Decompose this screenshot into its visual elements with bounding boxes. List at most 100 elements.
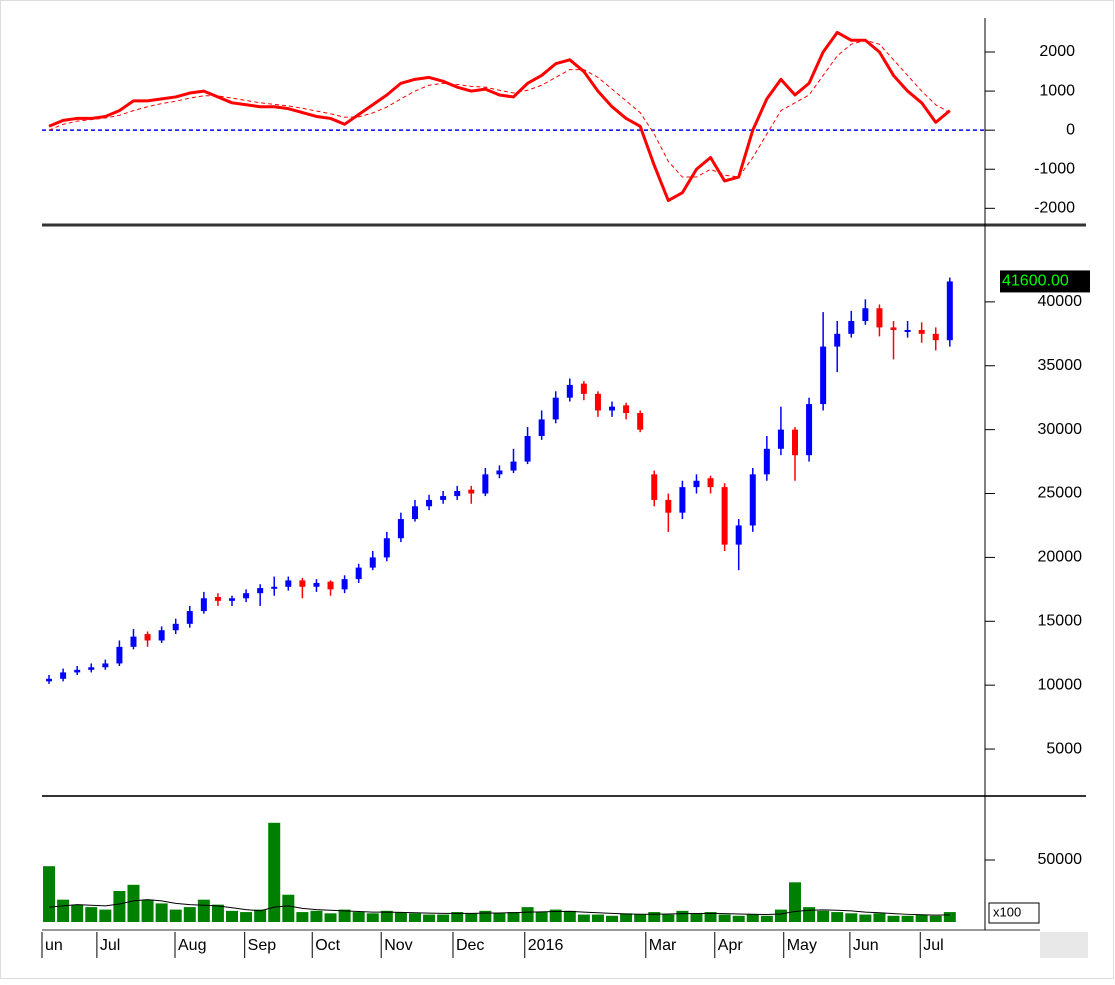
- volume-bar: [817, 910, 830, 922]
- candle-body: [890, 327, 897, 330]
- volume-bar: [113, 891, 126, 922]
- candle-body: [214, 597, 221, 601]
- candle-body: [257, 588, 264, 594]
- volume-bar: [648, 912, 661, 922]
- candle-body: [735, 525, 742, 545]
- volume-bar: [943, 912, 956, 922]
- y-tick-label: 50000: [1038, 851, 1083, 868]
- volume-bar: [324, 913, 337, 922]
- oscillator-line: [48, 30, 951, 203]
- candle-body: [510, 461, 517, 471]
- volume-bar: [380, 910, 393, 922]
- y-tick-label: 25000: [1038, 485, 1083, 502]
- candle-body: [848, 321, 855, 334]
- candle-body: [749, 474, 756, 526]
- x-tick-label: 2016: [528, 937, 564, 954]
- volume-bar: [479, 910, 492, 922]
- candle-body: [946, 281, 953, 341]
- y-tick-label: 30000: [1038, 421, 1083, 438]
- volume-bar: [831, 912, 844, 922]
- candle-body: [440, 496, 447, 500]
- volume-bar: [591, 914, 604, 922]
- volume-bar: [408, 913, 421, 922]
- candle-body: [777, 429, 784, 449]
- volume-bar: [211, 904, 224, 922]
- volume-bar: [366, 913, 379, 922]
- candle-body: [383, 538, 390, 558]
- candle-body: [172, 623, 179, 631]
- volume-bar: [99, 909, 112, 922]
- candle-body: [693, 480, 700, 488]
- volume-bar: [549, 909, 562, 922]
- candle-body: [158, 630, 165, 641]
- last-price-box: [1000, 270, 1090, 293]
- volume-bar: [352, 912, 365, 922]
- candle-body: [524, 436, 531, 462]
- volume-bar: [732, 915, 745, 922]
- volume-bar: [676, 910, 689, 922]
- volume-bar: [845, 913, 858, 922]
- candle-body: [271, 586, 278, 589]
- candle-body: [88, 667, 95, 670]
- y-tick-label: -1000: [1034, 160, 1075, 177]
- volume-bar: [521, 907, 534, 922]
- volume-average: [48, 899, 950, 916]
- candle-body: [355, 567, 362, 580]
- volume-bar: [197, 899, 210, 922]
- x-tick-label: Mar: [649, 937, 677, 954]
- candle-body: [918, 329, 925, 334]
- y-tick-label: 10000: [1038, 676, 1083, 693]
- volume-bar: [760, 915, 773, 922]
- volume-bar: [437, 914, 450, 922]
- unit-box: [988, 902, 1040, 924]
- candle-body: [313, 582, 320, 587]
- candle-body: [538, 419, 545, 437]
- candle-body: [904, 329, 911, 332]
- candle-body: [74, 669, 81, 673]
- candle-body: [806, 404, 813, 456]
- x-tick-label: Sep: [248, 937, 277, 954]
- y-tick-label: -2000: [1034, 200, 1075, 217]
- candle-body: [116, 646, 123, 664]
- volume-bar: [929, 915, 942, 922]
- x-tick-label: Nov: [384, 937, 412, 954]
- volume-bar: [606, 915, 619, 922]
- volume-bar: [803, 907, 816, 922]
- candle-body: [130, 636, 137, 647]
- candle-body: [144, 634, 151, 641]
- volume-bar: [155, 903, 168, 922]
- volume-bar: [465, 913, 478, 922]
- candle-body: [327, 581, 334, 590]
- volume-bar: [704, 912, 717, 922]
- volume-bar: [296, 912, 309, 922]
- y-tick-label: 15000: [1038, 613, 1083, 630]
- x-tick-label: Jul: [100, 937, 120, 954]
- candle-body: [482, 474, 489, 494]
- candle-body: [932, 333, 939, 341]
- x-tick-label: Dec: [456, 937, 484, 954]
- candle-body: [229, 598, 236, 601]
- volume-bar: [887, 915, 900, 922]
- volume-bar: [873, 913, 886, 922]
- candle-body: [411, 506, 418, 520]
- candle-body: [721, 487, 728, 545]
- volume-bar: [240, 912, 253, 922]
- volume-bar: [394, 912, 407, 922]
- volume-bar: [915, 914, 928, 922]
- volume-bar: [127, 884, 140, 922]
- volume-bar: [690, 913, 703, 922]
- volume-bar: [620, 913, 633, 922]
- x-tick-label: Oct: [315, 937, 340, 954]
- unit-label: x100: [993, 904, 1021, 919]
- volume-bar: [662, 914, 675, 922]
- x-tick-label: Aug: [178, 937, 206, 954]
- volume-bar: [57, 899, 70, 922]
- corner-box: [1040, 932, 1088, 958]
- volume-bar: [577, 914, 590, 922]
- candle-body: [496, 470, 503, 475]
- candle-body: [707, 478, 714, 488]
- volume-bar: [43, 866, 56, 922]
- candle-body: [341, 579, 348, 590]
- volume-bar: [338, 909, 351, 922]
